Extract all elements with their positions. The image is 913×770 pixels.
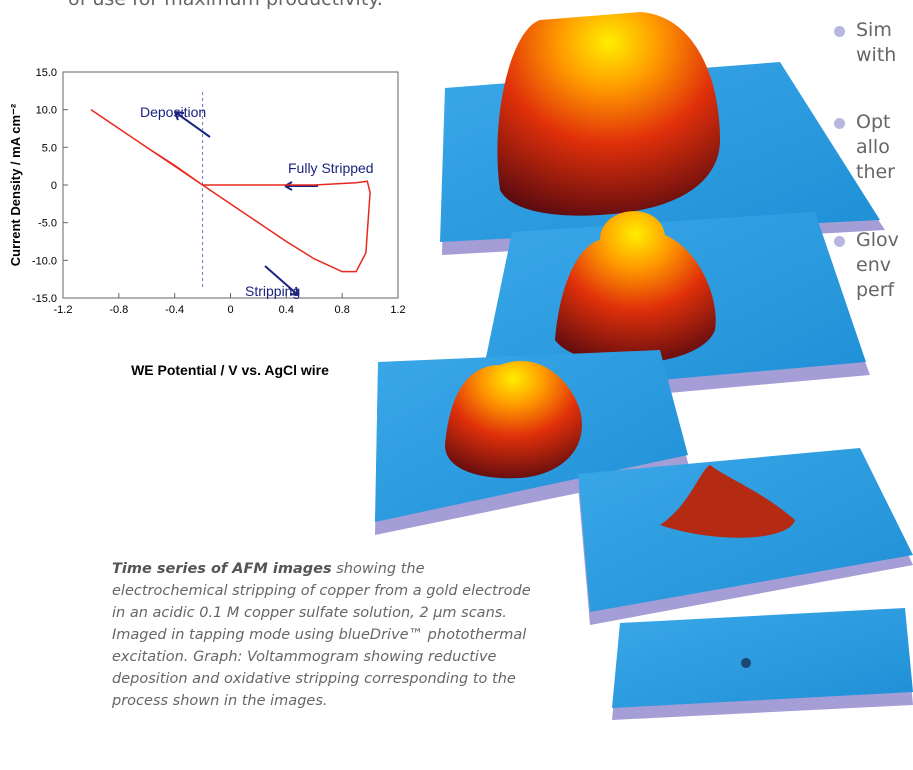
y-tick-label: 10.0 xyxy=(36,105,57,117)
bullet-text: allo xyxy=(834,135,895,160)
bullet-text: env xyxy=(834,253,899,278)
x-tick-label: -0.8 xyxy=(109,304,128,316)
y-tick-label: -5.0 xyxy=(38,218,57,230)
caption-line: showing the xyxy=(332,561,425,577)
x-tick-label: 0.8 xyxy=(335,304,350,316)
y-tick-label: 15.0 xyxy=(36,67,57,79)
bullet-dot xyxy=(834,118,845,129)
bullet-text: with xyxy=(834,43,896,68)
y-tick-label: -10.0 xyxy=(32,255,57,267)
bullet-text: ther xyxy=(834,160,895,185)
caption-line: in an acidic 0.1 M copper sulfate soluti… xyxy=(112,605,507,621)
bullet-text: perf xyxy=(834,278,899,303)
bullet-dot xyxy=(834,236,845,247)
caption-line: electrochemical stripping of copper from… xyxy=(112,583,531,599)
caption-line: process shown in the images. xyxy=(112,693,327,709)
x-tick-label: 1.2 xyxy=(390,304,405,316)
caption-lead: Time series of AFM images xyxy=(112,561,332,577)
chart: WE Potential / V vs. AgCl wire Current D… xyxy=(0,55,430,395)
annotation: Fully Stripped xyxy=(288,160,374,176)
caption-line: excitation. Graph: Voltammogram showing … xyxy=(112,649,496,665)
plate xyxy=(578,448,913,625)
plate xyxy=(440,12,885,255)
caption-line: Imaged in tapping mode using blueDrive™ … xyxy=(112,627,526,643)
caption: Time series of AFM images showing the ele… xyxy=(112,558,592,712)
annotation: Deposition xyxy=(140,104,206,120)
page: {"header_text":"of use for maximum produ… xyxy=(0,0,913,770)
x-tick-label: 0 xyxy=(227,304,233,316)
caption-line: deposition and oxidative stripping corre… xyxy=(112,671,516,687)
x-tick-label: -1.2 xyxy=(54,304,73,316)
y-axis-label: Current Density / mA cm⁻² xyxy=(8,103,23,266)
y-tick-label: 5.0 xyxy=(42,142,57,154)
bullet-dot xyxy=(834,26,845,37)
y-tick-label: 0 xyxy=(51,180,57,192)
annotation: Stripping xyxy=(245,283,300,299)
x-tick-label: -0.4 xyxy=(165,304,184,316)
plate xyxy=(612,608,913,720)
x-axis-label: WE Potential / V vs. AgCl wire xyxy=(131,362,329,378)
x-tick-label: 0.4 xyxy=(279,304,294,316)
